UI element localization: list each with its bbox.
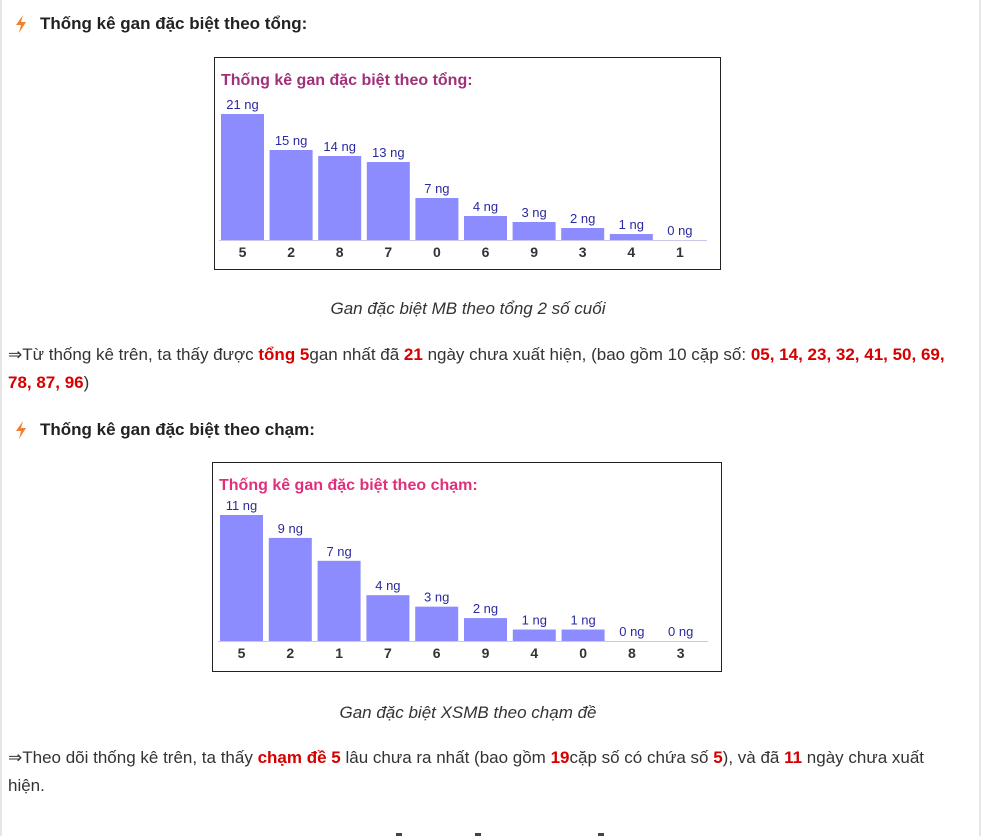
- chart-category-label: 9: [482, 645, 490, 661]
- chart-category-label: 6: [433, 645, 441, 661]
- highlight-cham: chạm đề 5: [257, 748, 341, 767]
- chart-value-label: 3 ng: [424, 590, 449, 605]
- chart-category-label: 4: [627, 244, 635, 260]
- chart-value-label: 0 ng: [668, 624, 693, 639]
- chart-bar: [561, 629, 605, 641]
- chart-value-label: 11 ng: [226, 498, 258, 513]
- chart-bar: [220, 515, 263, 641]
- chart-svg-tong: Thống kê gan đặc biệt theo tổng:21 ng515…: [219, 71, 707, 260]
- chart-value-label: 9 ng: [278, 521, 303, 536]
- chart-category-label: 2: [286, 645, 294, 661]
- chart-value-label: 2 ng: [473, 601, 498, 616]
- chart-bar: [366, 595, 410, 641]
- paragraph-text: lâu chưa ra nhất (bao gồm: [340, 748, 551, 767]
- chart-bar: [317, 560, 361, 641]
- chart-caption-cham: Gan đặc biệt XSMB theo chạm đề: [339, 703, 597, 722]
- chart-category-label: 0: [579, 645, 587, 661]
- chart-value-label: 4 ng: [473, 199, 498, 214]
- chart-category-label: 3: [579, 244, 587, 260]
- bolt-icon: [16, 421, 26, 439]
- chart-bar: [221, 114, 264, 240]
- chart-gan-theo-cham: Thống kê gan đặc biệt theo chạm: 11 ng 5 9 …: [212, 462, 722, 672]
- chart-bar: [464, 618, 507, 641]
- chart-value-label: 0 ng: [619, 624, 644, 639]
- chart-title: Thống kê gan đặc biệt theo tổng:: [221, 71, 473, 89]
- chart-bar: [366, 162, 410, 240]
- highlight-tong: tổng 5: [258, 345, 310, 364]
- highlight-digit: 5: [713, 748, 723, 767]
- chart-bar: [415, 606, 459, 641]
- section-heading-text: Thống kê gan đặc biệt theo chạm:: [40, 420, 315, 439]
- chart-value-label: 14 ng: [323, 139, 356, 154]
- chart-category-label: 0: [433, 244, 441, 260]
- chart-category-label: 4: [530, 645, 538, 661]
- chart-value-label: 0 ng: [667, 223, 692, 238]
- chart-category-label: 7: [384, 645, 392, 661]
- chart-value-label: 7 ng: [326, 544, 351, 559]
- chart-bar: [512, 222, 556, 240]
- chart-category-label: 7: [384, 244, 392, 260]
- chart-svg-cham: Thống kê gan đặc biệt theo chạm:11 ng59 …: [218, 477, 708, 661]
- section-heading-text: Thống kê gan đặc biệt theo tổng:: [40, 14, 308, 33]
- highlight-days: 11: [784, 748, 803, 767]
- chart-category-label: 1: [335, 645, 343, 661]
- chart-value-label: 15 ng: [275, 133, 308, 148]
- paragraph-text: gan nhất đã: [309, 345, 404, 364]
- highlight-pairs: 05, 14, 23, 32, 41, 50, 69, 78, 87, 96: [8, 345, 945, 392]
- chart-value-label: 3 ng: [521, 205, 546, 220]
- paragraph-text: ngày chưa xuất hiện, (bao gồm 10 cặp số:: [422, 345, 751, 364]
- chart-value-label: 2 ng: [570, 211, 595, 226]
- content-border-left: [0, 0, 2, 836]
- paragraph-text: ), và đã: [722, 748, 785, 767]
- paragraph-text: cặp số có chứa số: [569, 748, 714, 767]
- chart-category-label: 8: [628, 645, 636, 661]
- chart-category-label: 1: [676, 244, 684, 260]
- chart-value-label: 13 ng: [372, 145, 405, 160]
- chart-value-label: 1 ng: [522, 613, 547, 628]
- chart-value-label: 21 ng: [226, 97, 259, 112]
- chart-bar: [609, 234, 653, 240]
- paragraph-text: ⇒Theo dõi thống kê trên, ta thấy: [8, 748, 258, 767]
- chart-bar: [268, 537, 312, 641]
- chart-bar: [415, 198, 459, 240]
- chart-category-label: 6: [482, 244, 490, 260]
- chart-bar: [561, 228, 605, 240]
- chart-category-label: 9: [530, 244, 538, 260]
- summary-paragraph-cham: ⇒Theo dõi thống kê trên, ta thấy chạm đề…: [8, 744, 958, 800]
- chart-category-label: 8: [336, 244, 344, 260]
- chart-category-label: 5: [238, 645, 246, 661]
- chart-bar: [464, 216, 507, 240]
- chart-caption-tong: Gan đặc biệt MB theo tổng 2 số cuối: [330, 299, 606, 318]
- bolt-icon: [16, 15, 26, 33]
- highlight-days: 21: [403, 345, 423, 364]
- paragraph-text: ⇒Từ thống kê trên, ta thấy được: [8, 345, 259, 364]
- chart-gan-theo-tong: Thống kê gan đặc biệt theo tổng: 21 ng 5 15…: [214, 57, 721, 270]
- chart-category-label: 2: [287, 244, 295, 260]
- chart-value-label: 4 ng: [375, 578, 400, 593]
- highlight-count: 19: [550, 748, 570, 767]
- chart-title: Thống kê gan đặc biệt theo chạm:: [219, 477, 478, 494]
- chart-category-label: 3: [677, 645, 685, 661]
- section-heading-tong: Thống kê gan đặc biệt theo tổng:: [14, 14, 307, 34]
- chart-value-label: 1 ng: [570, 613, 595, 628]
- chart-bar: [318, 156, 362, 240]
- chart-bar: [269, 150, 313, 240]
- chart-value-label: 7 ng: [424, 181, 449, 196]
- paragraph-text: ngày chưa xuất hiện.: [8, 748, 925, 795]
- chart-bar: [512, 629, 556, 641]
- chart-category-label: 5: [239, 244, 247, 260]
- content-border-right: [979, 0, 981, 836]
- next-heading-clipped: [380, 823, 620, 836]
- chart-value-label: 1 ng: [619, 217, 644, 232]
- paragraph-text: ): [83, 373, 90, 392]
- section-heading-cham: Thống kê gan đặc biệt theo chạm:: [14, 420, 315, 440]
- summary-paragraph-tong: ⇒Từ thống kê trên, ta thấy được tổng 5ga…: [8, 341, 958, 397]
